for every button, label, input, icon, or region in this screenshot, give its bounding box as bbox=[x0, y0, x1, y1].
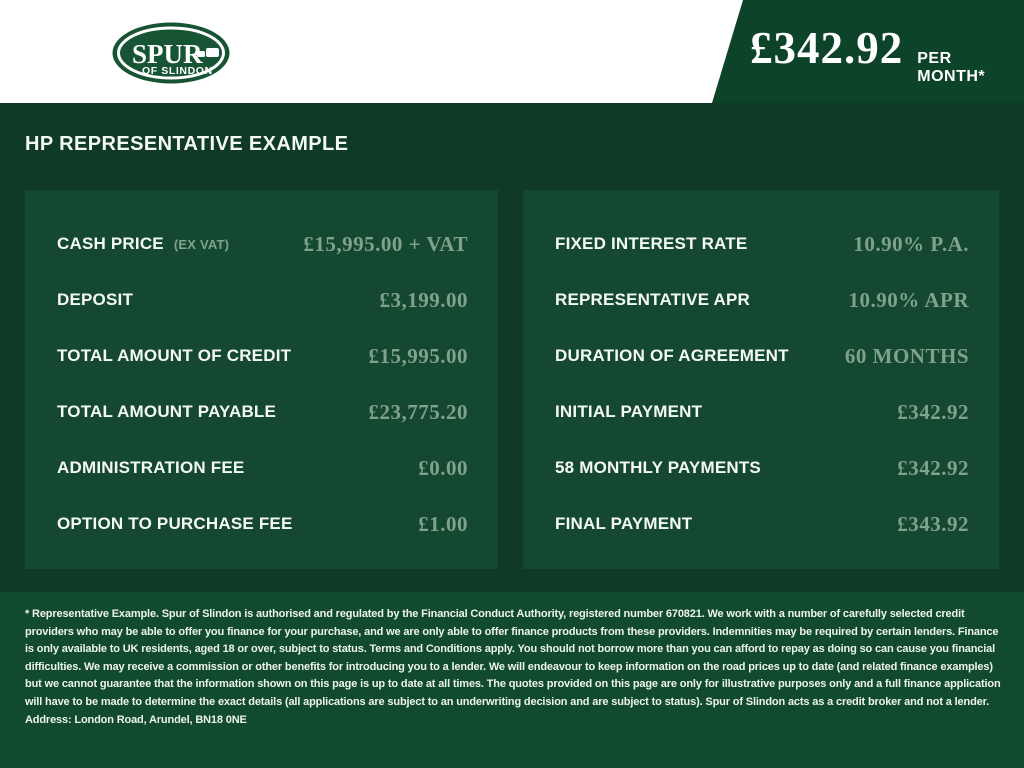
row-value: £342.92 bbox=[897, 399, 969, 424]
finance-row-monthly-payments: 58 MONTHLY PAYMENTS £342.92 bbox=[555, 440, 969, 496]
finance-row-apr: REPRESENTATIVE APR 10.90% APR bbox=[555, 272, 969, 328]
row-note: (EX VAT) bbox=[173, 237, 230, 252]
finance-row-total-payable: TOTAL AMOUNT PAYABLE £23,775.20 bbox=[57, 384, 468, 440]
finance-row-duration: DURATION OF AGREEMENT 60 MONTHS bbox=[555, 328, 969, 384]
monthly-price: £342.92 bbox=[750, 23, 904, 73]
dealer-logo-badge-icon: SPUR OF SLINDON bbox=[112, 22, 230, 84]
row-label: CASH PRICE bbox=[57, 234, 164, 253]
disclaimer-section: * Representative Example. Spur of Slindo… bbox=[0, 592, 1024, 768]
finance-row-option-fee: OPTION TO PURCHASE FEE £1.00 bbox=[57, 496, 468, 552]
row-value: 10.90% APR bbox=[848, 287, 969, 312]
row-value: 60 MONTHS bbox=[844, 343, 969, 368]
finance-panel-left: CASH PRICE (EX VAT) £15,995.00 + VAT DEPO… bbox=[25, 190, 498, 569]
finance-row-total-credit: TOTAL AMOUNT OF CREDIT £15,995.00 bbox=[57, 328, 468, 384]
row-value: £15,995.00 bbox=[368, 343, 468, 368]
dealer-logo: SPUR OF SLINDON bbox=[112, 22, 230, 84]
row-value: £23,775.20 bbox=[368, 399, 468, 424]
finance-row-cash-price: CASH PRICE (EX VAT) £15,995.00 + VAT bbox=[57, 216, 468, 272]
landrover-truck-icon bbox=[197, 48, 219, 57]
row-value: £3,199.00 bbox=[379, 287, 468, 312]
finance-row-admin-fee: ADMINISTRATION FEE £0.00 bbox=[57, 440, 468, 496]
row-value: £0.00 bbox=[418, 455, 468, 480]
row-value: £15,995.00 + VAT bbox=[303, 231, 468, 256]
row-value: £342.92 bbox=[897, 455, 969, 480]
finance-row-initial-payment: INITIAL PAYMENT £342.92 bbox=[555, 384, 969, 440]
row-label: OPTION TO PURCHASE FEE bbox=[57, 514, 293, 533]
row-label: TOTAL AMOUNT PAYABLE bbox=[57, 402, 277, 421]
row-value: 10.90% P.A. bbox=[853, 231, 969, 256]
row-label: REPRESENTATIVE APR bbox=[555, 290, 751, 309]
finance-row-deposit: DEPOSIT £3,199.00 bbox=[57, 272, 468, 328]
disclaimer-text: * Representative Example. Spur of Slindo… bbox=[25, 608, 1001, 726]
row-label: DEPOSIT bbox=[57, 290, 134, 309]
row-label: ADMINISTRATION FEE bbox=[57, 458, 245, 477]
row-label: FIXED INTEREST RATE bbox=[555, 234, 748, 253]
page-title: HP REPRESENTATIVE EXAMPLE bbox=[25, 133, 349, 155]
row-label: FINAL PAYMENT bbox=[555, 514, 693, 533]
monthly-price-period: PER MONTH* bbox=[917, 50, 986, 85]
logo-brand-text: SPUR bbox=[132, 39, 203, 69]
logo-sub-text: OF SLINDON bbox=[142, 65, 213, 77]
row-label: TOTAL AMOUNT OF CREDIT bbox=[57, 346, 292, 365]
finance-row-interest-rate: FIXED INTEREST RATE 10.90% P.A. bbox=[555, 216, 969, 272]
monthly-price-banner: £342.92 PER MONTH* bbox=[712, 0, 1024, 103]
header-bar: SPUR OF SLINDON £342.92 PER MONTH* bbox=[0, 0, 1024, 103]
row-value: £343.92 bbox=[897, 511, 969, 536]
row-value: £1.00 bbox=[418, 511, 468, 536]
finance-panel-right: FIXED INTEREST RATE 10.90% P.A. REPRESEN… bbox=[523, 190, 999, 569]
row-label: INITIAL PAYMENT bbox=[555, 402, 703, 421]
finance-row-final-payment: FINAL PAYMENT £343.92 bbox=[555, 496, 969, 552]
row-label: 58 MONTHLY PAYMENTS bbox=[555, 458, 761, 477]
row-label: DURATION OF AGREEMENT bbox=[555, 346, 789, 365]
